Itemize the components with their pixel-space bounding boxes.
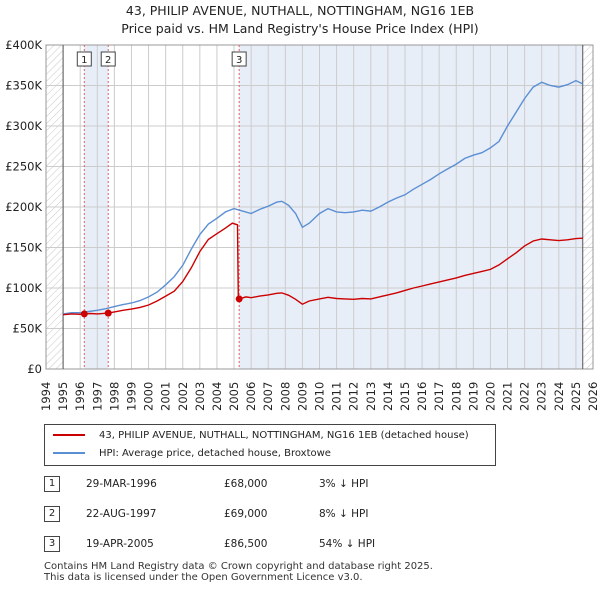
sale-price: £86,500 <box>224 538 268 550</box>
x-tick-label: 2025 <box>569 382 583 411</box>
footer-attribution: Contains HM Land Registry data © Crown c… <box>44 561 433 583</box>
x-tick-label: 2017 <box>432 382 446 411</box>
x-tick-label: 2023 <box>535 382 549 411</box>
chart-legend: 43, PHILIP AVENUE, NUTHALL, NOTTINGHAM, … <box>44 424 496 466</box>
x-tick-label: 2000 <box>142 382 156 411</box>
y-tick-label: £250K <box>5 160 42 174</box>
y-tick-label: £400K <box>5 38 42 52</box>
x-tick-label: 1998 <box>107 382 121 411</box>
y-tick-label: £300K <box>5 119 42 133</box>
y-tick-label: £0 <box>27 362 42 376</box>
y-tick-label: £50K <box>13 322 43 336</box>
sale-hpi-diff: 8% ↓ HPI <box>319 508 369 520</box>
legend-item-hpi: HPI: Average price, detached house, Brox… <box>53 446 331 462</box>
x-tick-label: 2007 <box>261 382 275 411</box>
x-tick-label: 2022 <box>518 382 532 411</box>
sale-number: 1 <box>44 476 60 492</box>
legend-swatch-hpi <box>53 452 85 454</box>
x-tick-label: 2013 <box>364 382 378 411</box>
sale-point <box>80 310 88 318</box>
x-tick-label: 1997 <box>90 382 104 411</box>
sale-marker-box <box>100 51 116 67</box>
x-tick-label: 2014 <box>381 382 395 411</box>
hpi-series-line <box>63 79 584 315</box>
price-chart: 1 2 3 £0 £50K £100K £150K £200K £250K £300K £350K £… <box>5 38 600 411</box>
x-tick-label: 2004 <box>210 382 224 411</box>
footer-line-1: Contains HM Land Registry data © Crown c… <box>44 561 433 572</box>
x-tick-label: 1994 <box>39 382 53 411</box>
x-tick-label: 2015 <box>398 382 412 411</box>
x-tick-label: 2006 <box>244 382 258 411</box>
x-tick-label: 2003 <box>193 382 207 411</box>
x-tick-label: 2012 <box>347 382 361 411</box>
sale-point <box>104 309 112 317</box>
y-tick-label: £100K <box>5 281 42 295</box>
sale-hpi-diff: 54% ↓ HPI <box>319 538 376 550</box>
sale-row: 2 22-AUG-1997 £69,000 8% ↓ HPI <box>44 504 404 524</box>
x-tick-label: 2019 <box>466 382 480 411</box>
sale-row: 1 29-MAR-1996 £68,000 3% ↓ HPI <box>44 474 404 494</box>
x-tick-label: 2001 <box>159 382 173 411</box>
y-tick-label: £350K <box>5 79 42 93</box>
sale-point <box>235 295 243 303</box>
y-tick-label: £200K <box>5 200 42 214</box>
legend-label-hpi: HPI: Average price, detached house, Brox… <box>99 448 331 459</box>
sale-number: 3 <box>44 536 60 552</box>
legend-item-price: 43, PHILIP AVENUE, NUTHALL, NOTTINGHAM, … <box>53 428 469 444</box>
y-tick-label: £150K <box>5 241 42 255</box>
sale-hpi-diff: 3% ↓ HPI <box>319 478 369 490</box>
legend-swatch-price <box>53 434 85 436</box>
sale-marker-box <box>231 51 247 67</box>
sale-row: 3 19-APR-2005 £86,500 54% ↓ HPI <box>44 534 404 554</box>
legend-label-price: 43, PHILIP AVENUE, NUTHALL, NOTTINGHAM, … <box>99 430 469 441</box>
x-tick-label: 2009 <box>295 382 309 411</box>
x-tick-label: 2016 <box>415 382 429 411</box>
sale-number: 2 <box>44 506 60 522</box>
chart-title: 43, PHILIP AVENUE, NUTHALL, NOTTINGHAM, … <box>0 0 600 38</box>
title-line-2: Price paid vs. HM Land Registry's House … <box>121 21 479 36</box>
sale-price: £68,000 <box>224 478 268 490</box>
x-tick-label: 2020 <box>483 382 497 411</box>
title-line-1: 43, PHILIP AVENUE, NUTHALL, NOTTINGHAM, … <box>125 3 475 18</box>
plot-frame <box>45 44 594 370</box>
x-tick-label: 2005 <box>227 382 241 411</box>
x-tick-label: 2021 <box>501 382 515 411</box>
sale-date: 22-AUG-1997 <box>86 508 157 520</box>
x-tick-label: 1996 <box>73 382 87 411</box>
x-tick-label: 2008 <box>278 382 292 411</box>
x-tick-label: 2024 <box>552 382 566 411</box>
sale-marker-label: 1 <box>81 55 87 66</box>
sale-price: £69,000 <box>224 508 268 520</box>
x-tick-label: 2018 <box>449 382 463 411</box>
sale-marker-box <box>76 51 92 67</box>
x-tick-label: 2026 <box>586 382 600 411</box>
sale-marker-label: 3 <box>236 55 242 66</box>
sale-date: 19-APR-2005 <box>86 538 154 550</box>
x-tick-label: 1999 <box>124 382 138 411</box>
sale-marker-label: 2 <box>105 55 111 66</box>
x-tick-label: 1995 <box>56 382 70 411</box>
price-series-line <box>63 222 583 316</box>
x-tick-label: 2011 <box>330 382 344 411</box>
x-tick-label: 2010 <box>313 382 327 411</box>
sale-date: 29-MAR-1996 <box>86 478 157 490</box>
footer-line-2: This data is licensed under the Open Gov… <box>44 572 363 583</box>
x-tick-label: 2002 <box>176 382 190 411</box>
